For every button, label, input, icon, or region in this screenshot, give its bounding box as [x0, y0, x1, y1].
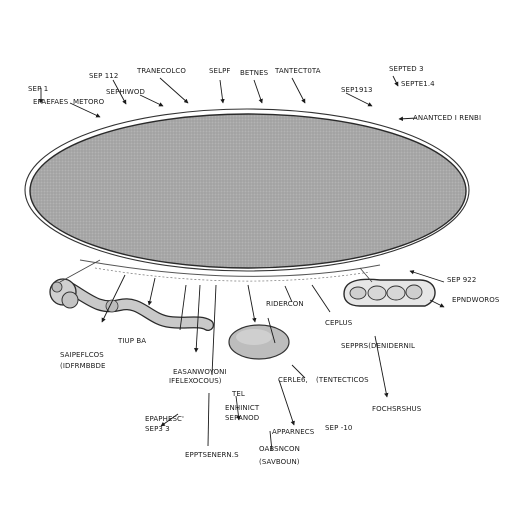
label-bottom-2: OABSNCON — [259, 445, 300, 453]
label-bottom-left-2: SEP3 3 — [145, 425, 170, 433]
label-right-2: EPNDWOROS — [452, 296, 500, 304]
label-bottom-mid-3: APPARNECS — [272, 428, 315, 436]
label-right-1: ANANTCED I RENBI — [413, 114, 481, 122]
left-tubular-structure — [49, 278, 214, 331]
label-bottom-1: EPPTSENERN.S — [185, 451, 239, 459]
label-bottom-mid-1: ENHINICT — [225, 404, 260, 412]
right-segmented-structure — [343, 278, 436, 307]
label-bottom-mid-2: SEPANOD — [225, 414, 259, 422]
label-center-4: CERLE6, — [278, 376, 308, 384]
label-sep-1913: SEP1913 — [341, 86, 373, 94]
label-mid-1: RIDERCON — [266, 300, 304, 308]
label-left-2: METORO — [73, 98, 105, 106]
label-top-right-2: SEPTED 3 — [389, 65, 424, 73]
label-sep-922: SEP 922 — [447, 276, 476, 284]
label-left-3: SEPHIWOD — [106, 88, 145, 96]
pointer-arrows — [38, 75, 445, 452]
label-sep-10: SEP -10 — [325, 424, 352, 432]
connector-strands — [59, 259, 373, 283]
label-left-1: EPAEFAES — [33, 98, 69, 106]
label-top-center-1: TRANECOLCO — [136, 67, 186, 75]
label-mid-2: CEPLUS — [325, 319, 353, 327]
main-oval-body — [24, 108, 470, 282]
label-top-center-2: SELPF — [209, 67, 231, 75]
label-sep-112: SEP 112 — [89, 72, 118, 80]
label-right-mid: SEPPRS(DENIDERNIL — [341, 342, 415, 350]
label-top-right-3: SEPTE1.4 — [401, 80, 435, 88]
label-center-3: TEL — [231, 390, 245, 398]
label-left-mid-3: (IDFRMBBDE — [60, 362, 106, 370]
label-center-1: EASANWOYONI — [173, 368, 227, 376]
label-center-2: IFELEXOCOUS) — [169, 377, 222, 385]
label-bottom-3: (SAVBOUN) — [259, 458, 300, 466]
label-left-mid-1: TIUP BA — [117, 337, 146, 345]
label-right-low: FOCHSRSHUS — [372, 405, 422, 413]
label-center-5: (TENTECTICOS — [316, 376, 369, 384]
label-top-center-3: BETNES — [240, 69, 269, 77]
label-sep-1: SEP 1 — [28, 85, 48, 93]
label-top-right-1: TANTECT0TA — [274, 67, 321, 75]
label-bottom-left-1: EPAPHESC' — [145, 415, 184, 423]
label-left-mid-2: SAIPEFLCOS — [60, 351, 104, 359]
central-blob — [228, 324, 290, 360]
